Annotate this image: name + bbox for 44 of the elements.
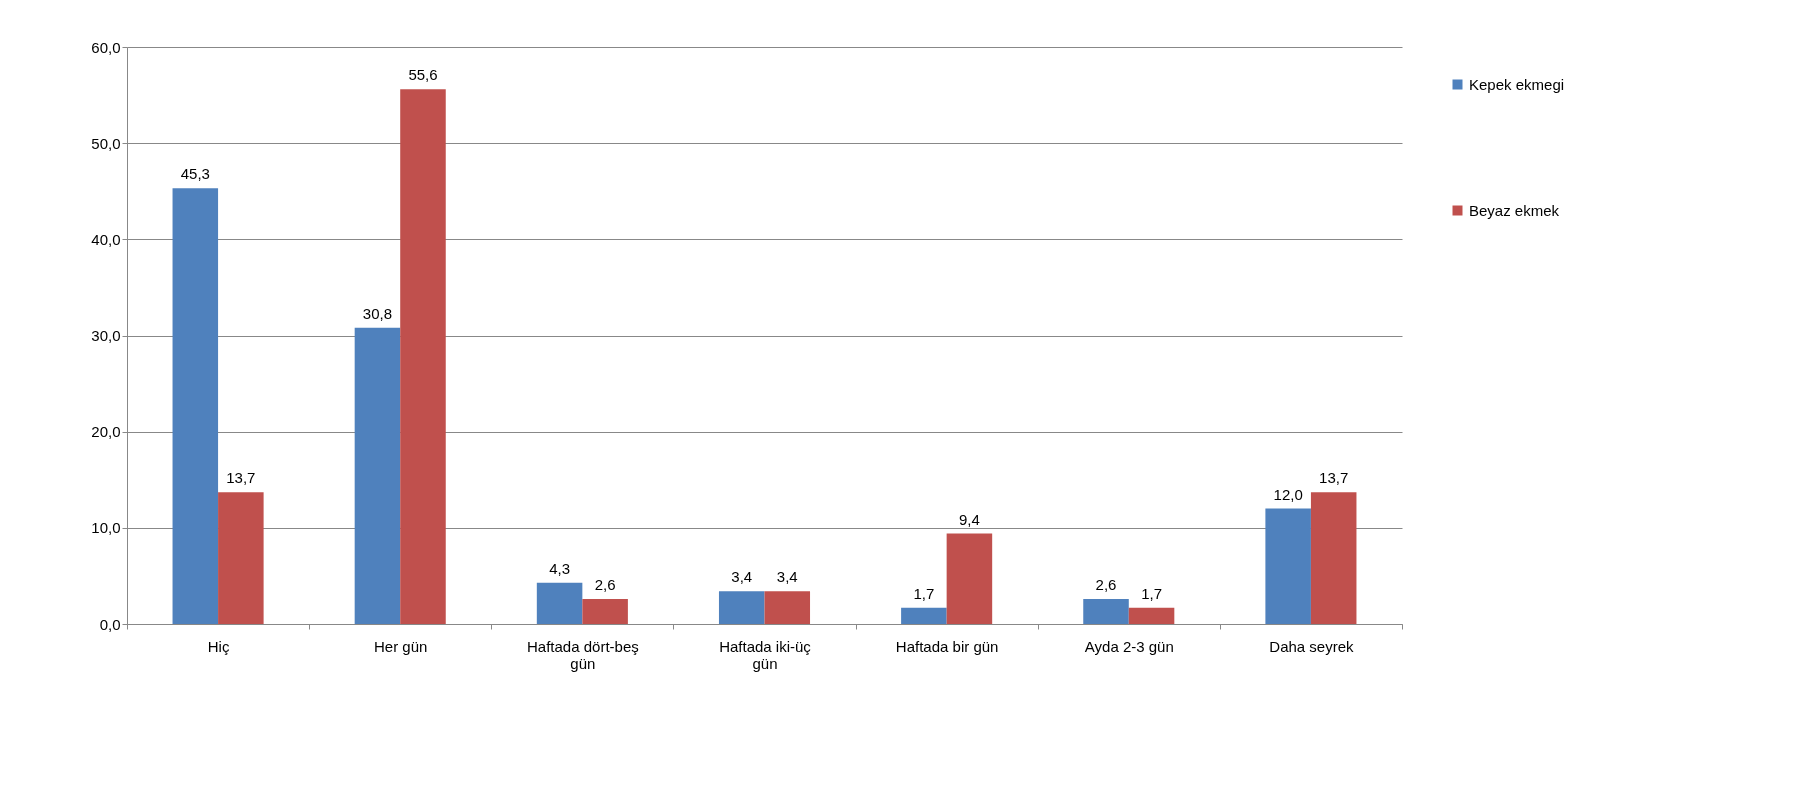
bar	[582, 599, 628, 624]
x-tick-label: Haftada dört-beş gün	[526, 637, 639, 672]
y-tick-label: 0,0	[99, 615, 121, 633]
legend-label: Kepek ekmegi	[1469, 75, 1565, 93]
x-tick-label: Daha seyrek	[1269, 637, 1355, 655]
bar	[354, 327, 401, 624]
bar	[218, 492, 264, 624]
bar	[1310, 492, 1357, 624]
bar	[172, 188, 219, 624]
y-tick-label: 30,0	[91, 327, 121, 344]
bar	[718, 591, 765, 624]
data-label: 30,8	[362, 304, 393, 322]
x-tick-label: Haftada bir gün	[895, 637, 999, 655]
bar	[400, 89, 446, 624]
y-tick-label: 10,0	[91, 519, 121, 537]
bar	[764, 591, 811, 624]
y-tick-label: 20,0	[91, 423, 121, 441]
data-label: 2,6	[1095, 576, 1117, 593]
x-tick-label: Ayda 2-3 gün	[1084, 637, 1174, 655]
bar	[536, 582, 583, 624]
bar	[946, 533, 993, 624]
data-label: 9,4	[958, 510, 980, 528]
x-tick-label: Haftada iki-üç gün	[719, 637, 812, 672]
bar	[1265, 508, 1311, 624]
data-label: 2,6	[594, 576, 616, 593]
data-label: 4,3	[549, 559, 571, 577]
data-label: 3,4	[731, 568, 753, 586]
y-tick-label: 40,0	[91, 230, 121, 248]
x-tick-label: Her gün	[374, 637, 428, 655]
legend-label: Beyaz ekmek	[1469, 201, 1560, 219]
bar	[1128, 607, 1175, 624]
data-label: 13,7	[226, 469, 256, 487]
data-label: 55,6	[408, 66, 438, 84]
data-label: 13,7	[1319, 469, 1349, 487]
data-label: 1,7	[1141, 584, 1162, 602]
data-label: 12,0	[1273, 485, 1303, 503]
data-label: 1,7	[913, 584, 935, 602]
bar	[901, 607, 947, 624]
data-label: 3,4	[776, 568, 798, 586]
data-label: 45,3	[180, 165, 210, 183]
y-tick-label: 60,0	[91, 38, 121, 56]
x-tick-label: Hiç	[207, 637, 230, 655]
bar	[1083, 599, 1129, 624]
y-tick-label: 50,0	[91, 134, 121, 152]
